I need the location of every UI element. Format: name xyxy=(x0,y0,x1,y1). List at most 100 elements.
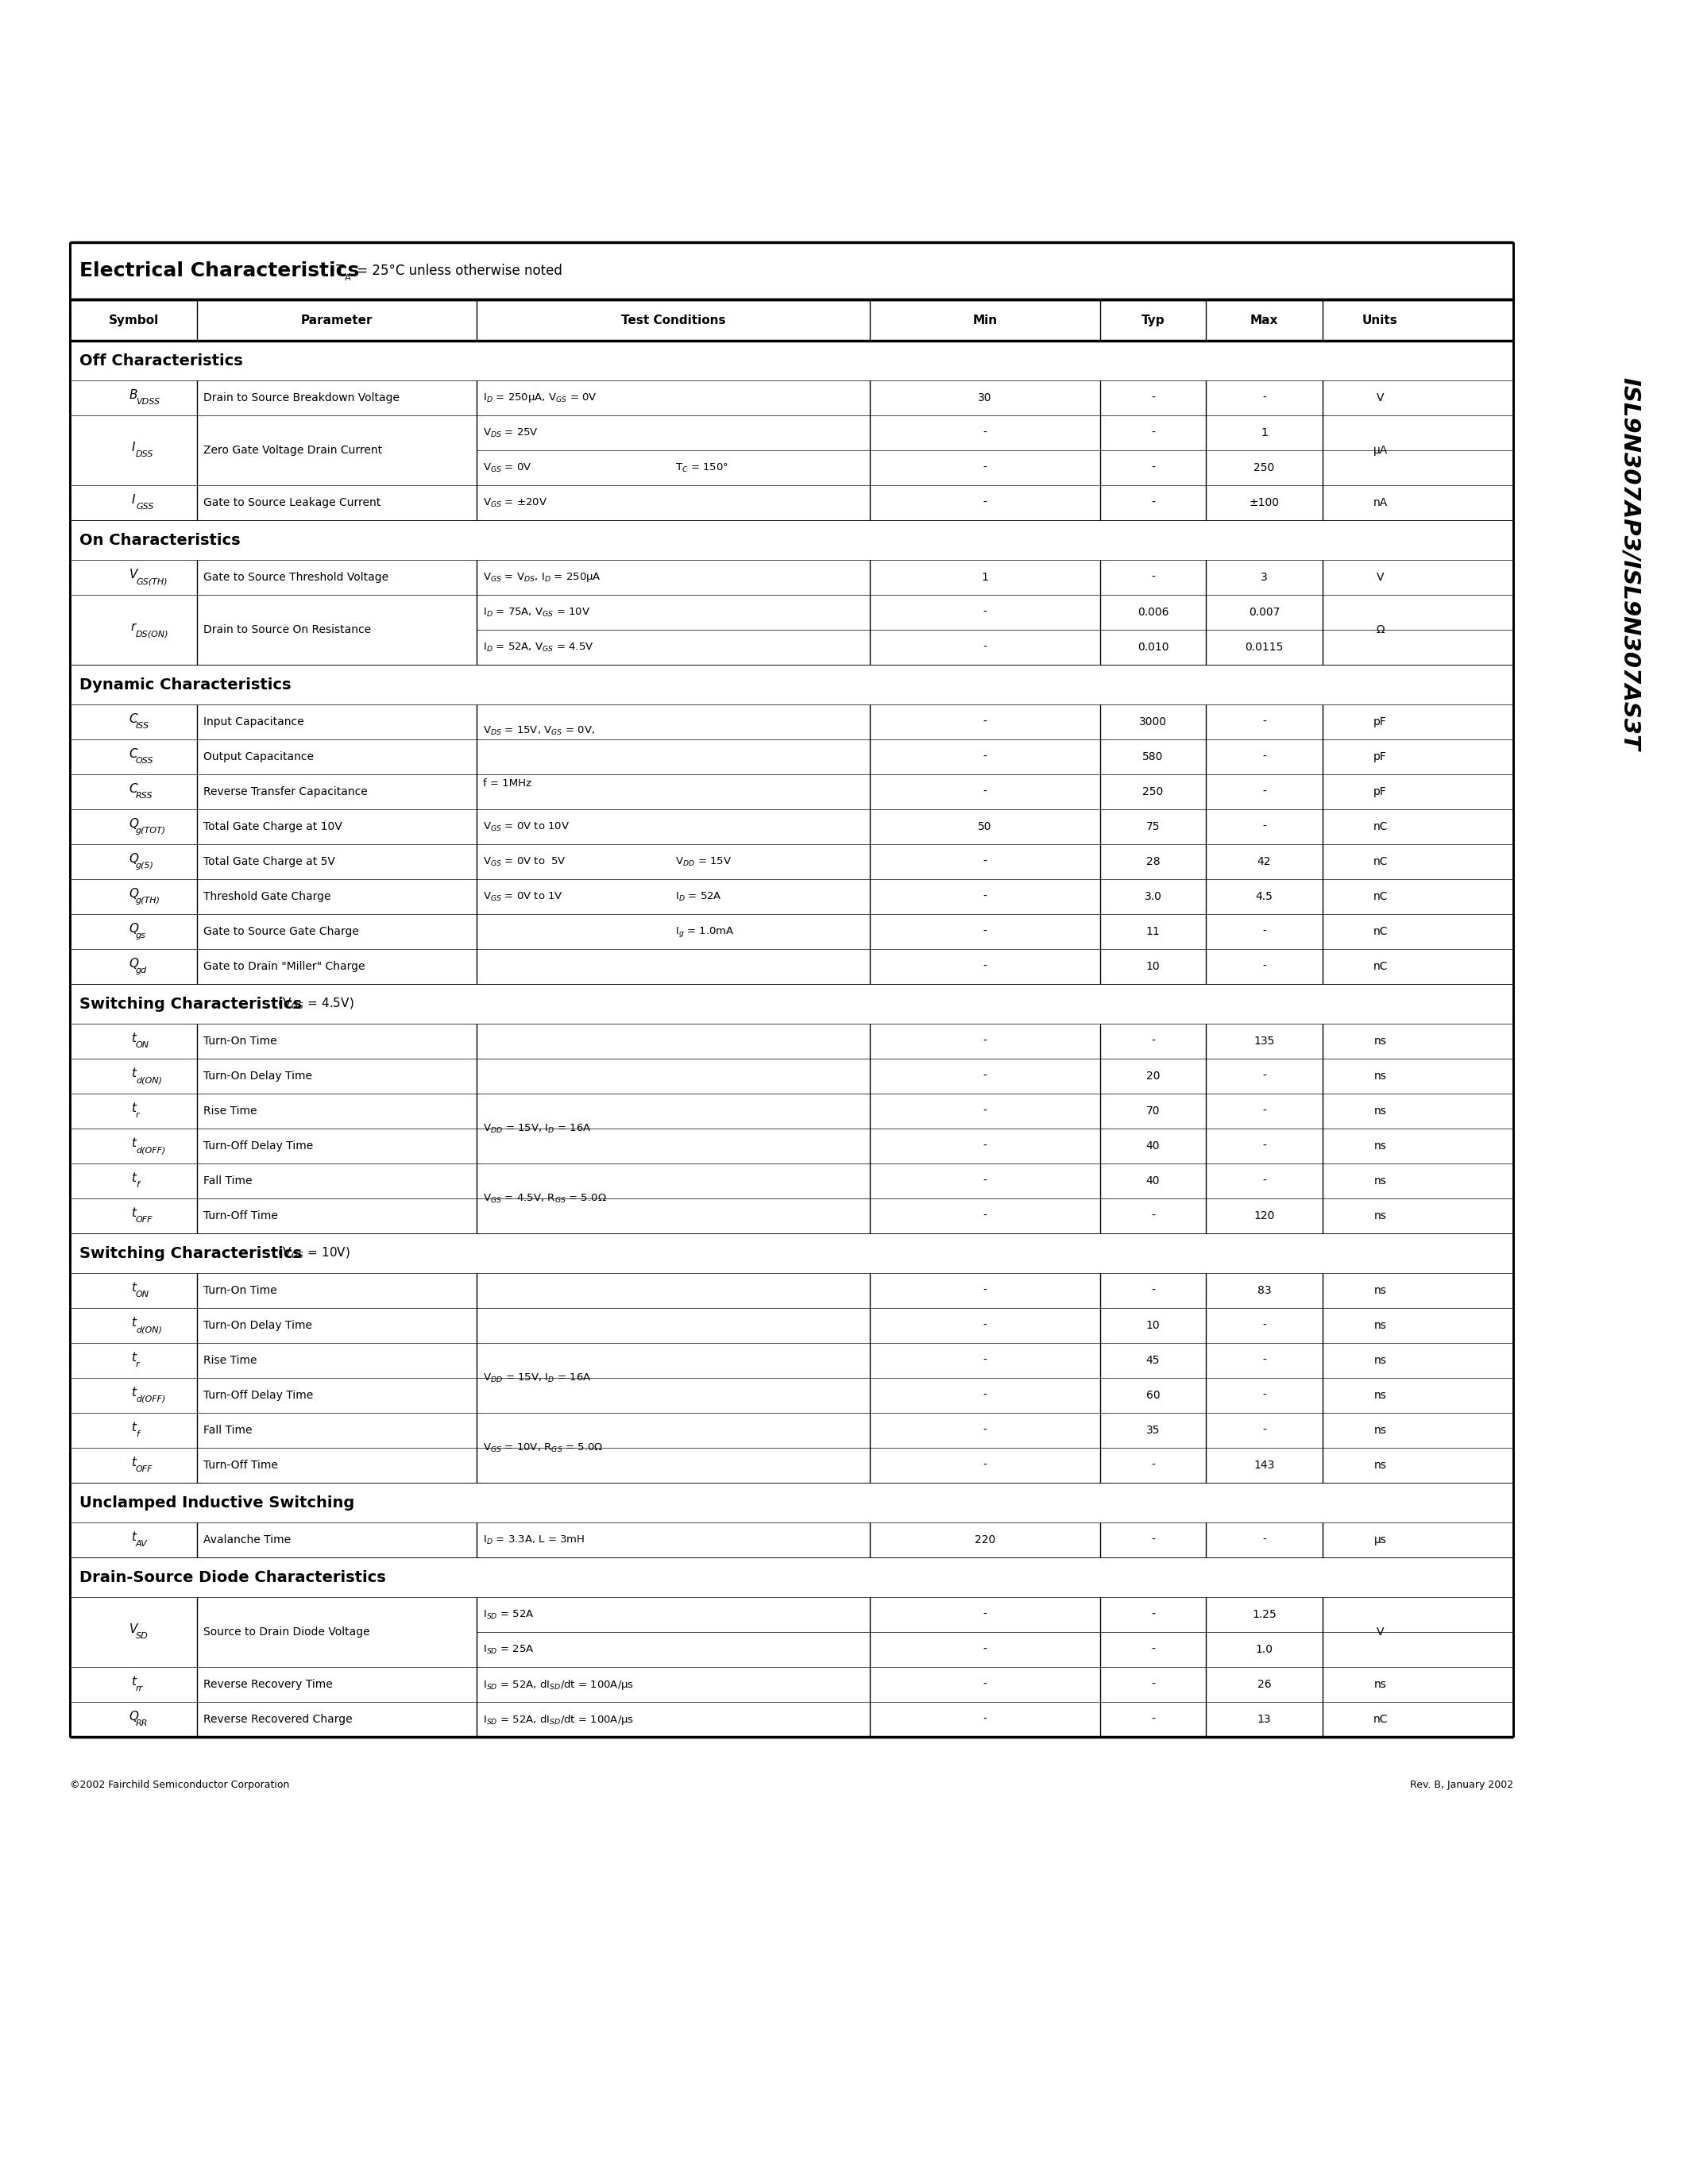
Text: Rev. B, January 2002: Rev. B, January 2002 xyxy=(1409,1780,1512,1789)
Text: Turn-On Time: Turn-On Time xyxy=(203,1035,277,1046)
Text: gs: gs xyxy=(135,933,147,939)
Text: t: t xyxy=(132,1352,135,1363)
Text: 1.25: 1.25 xyxy=(1252,1610,1276,1621)
Text: -: - xyxy=(982,1175,987,1186)
Text: Q: Q xyxy=(128,922,138,935)
Text: 75: 75 xyxy=(1146,821,1160,832)
Text: t: t xyxy=(132,1173,135,1184)
Text: 250: 250 xyxy=(1254,463,1274,474)
Text: V$_{DD}$ = 15V, I$_D$ = 16A: V$_{DD}$ = 15V, I$_D$ = 16A xyxy=(483,1123,591,1133)
Text: 250: 250 xyxy=(1143,786,1163,797)
Text: t: t xyxy=(132,1675,135,1688)
Text: 20: 20 xyxy=(1146,1070,1160,1081)
Text: -: - xyxy=(982,1210,987,1221)
Text: Total Gate Charge at 5V: Total Gate Charge at 5V xyxy=(203,856,336,867)
Text: V$_{GS}$ = 4.5V, R$_{GS}$ = 5.0Ω: V$_{GS}$ = 4.5V, R$_{GS}$ = 5.0Ω xyxy=(483,1192,606,1203)
Text: -: - xyxy=(982,891,987,902)
Text: Q: Q xyxy=(128,957,138,970)
Text: T$_C$ = 150°: T$_C$ = 150° xyxy=(675,461,729,474)
Text: Parameter: Parameter xyxy=(300,314,373,325)
Text: Gate to Drain "Miller" Charge: Gate to Drain "Miller" Charge xyxy=(203,961,365,972)
Text: Fall Time: Fall Time xyxy=(203,1175,252,1186)
Text: V: V xyxy=(130,568,138,581)
Text: t: t xyxy=(132,1531,135,1542)
Text: I$_{SD}$ = 52A, dI$_{SD}$/dt = 100A/μs: I$_{SD}$ = 52A, dI$_{SD}$/dt = 100A/μs xyxy=(483,1677,635,1690)
Text: -: - xyxy=(1263,1175,1266,1186)
Text: Electrical Characteristics: Electrical Characteristics xyxy=(79,262,360,280)
Text: V$_{GS}$ = ±20V: V$_{GS}$ = ±20V xyxy=(483,496,547,509)
Text: Ω: Ω xyxy=(1376,625,1384,636)
Text: 3: 3 xyxy=(1261,572,1268,583)
Text: Rise Time: Rise Time xyxy=(203,1354,257,1365)
Text: C: C xyxy=(130,782,138,795)
Text: -: - xyxy=(982,1459,987,1470)
Text: V$_{GS}$ = 0V: V$_{GS}$ = 0V xyxy=(483,461,532,474)
Text: Q: Q xyxy=(128,887,138,900)
Text: -: - xyxy=(1151,1610,1155,1621)
Text: -: - xyxy=(982,961,987,972)
Text: -: - xyxy=(1263,751,1266,762)
Text: -: - xyxy=(1263,926,1266,937)
Text: ns: ns xyxy=(1374,1319,1386,1330)
Text: Total Gate Charge at 10V: Total Gate Charge at 10V xyxy=(203,821,343,832)
Text: RSS: RSS xyxy=(135,793,154,799)
Text: -: - xyxy=(982,1105,987,1116)
Text: -: - xyxy=(982,1140,987,1151)
Text: 40: 40 xyxy=(1146,1140,1160,1151)
Text: DSS: DSS xyxy=(135,450,154,459)
Text: t: t xyxy=(132,1138,135,1149)
Text: Gate to Source Threshold Voltage: Gate to Source Threshold Voltage xyxy=(203,572,388,583)
Text: d(OFF): d(OFF) xyxy=(135,1147,165,1153)
Text: -: - xyxy=(982,1389,987,1400)
Text: 1.0: 1.0 xyxy=(1256,1645,1273,1655)
Text: V$_{DS}$ = 15V, V$_{GS}$ = 0V,: V$_{DS}$ = 15V, V$_{GS}$ = 0V, xyxy=(483,725,594,736)
Text: GSS: GSS xyxy=(135,502,154,511)
Text: I$_D$ = 52A: I$_D$ = 52A xyxy=(675,891,722,902)
Text: 10: 10 xyxy=(1146,961,1160,972)
Text: I$_{SD}$ = 52A, dI$_{SD}$/dt = 100A/μs: I$_{SD}$ = 52A, dI$_{SD}$/dt = 100A/μs xyxy=(483,1712,635,1725)
Text: 0.010: 0.010 xyxy=(1138,642,1168,653)
Text: Turn-Off Time: Turn-Off Time xyxy=(203,1210,279,1221)
Text: -: - xyxy=(1263,821,1266,832)
Text: -: - xyxy=(982,1645,987,1655)
Text: -: - xyxy=(1151,1284,1155,1295)
Text: DS(ON): DS(ON) xyxy=(135,629,169,638)
Text: -: - xyxy=(1263,1389,1266,1400)
Text: Unclamped Inductive Switching: Unclamped Inductive Switching xyxy=(79,1496,354,1509)
Text: ns: ns xyxy=(1374,1035,1386,1046)
Text: -: - xyxy=(1263,1140,1266,1151)
Text: -: - xyxy=(982,1319,987,1330)
Text: B: B xyxy=(130,389,138,400)
Text: C: C xyxy=(130,747,138,760)
Text: OSS: OSS xyxy=(135,758,154,764)
Text: I: I xyxy=(132,441,135,452)
Text: -: - xyxy=(982,751,987,762)
Text: t: t xyxy=(132,1387,135,1398)
Text: μs: μs xyxy=(1374,1535,1386,1546)
Text: -: - xyxy=(1151,1645,1155,1655)
Text: VDSS: VDSS xyxy=(135,397,160,406)
Text: -: - xyxy=(982,1679,987,1690)
Text: -: - xyxy=(1151,1035,1155,1046)
Text: Switching Characteristics: Switching Characteristics xyxy=(79,996,302,1011)
Text: ns: ns xyxy=(1374,1210,1386,1221)
Text: Q: Q xyxy=(128,852,138,865)
Text: V: V xyxy=(1376,1627,1384,1638)
Text: 50: 50 xyxy=(977,821,993,832)
Text: pF: pF xyxy=(1374,716,1388,727)
Text: 42: 42 xyxy=(1258,856,1271,867)
Text: I$_D$ = 52A, V$_{GS}$ = 4.5V: I$_D$ = 52A, V$_{GS}$ = 4.5V xyxy=(483,642,594,653)
Text: 28: 28 xyxy=(1146,856,1160,867)
Text: Symbol: Symbol xyxy=(108,314,159,325)
Text: T: T xyxy=(333,264,344,277)
Text: -: - xyxy=(1151,1679,1155,1690)
Text: V$_{DS}$ = 25V: V$_{DS}$ = 25V xyxy=(483,426,538,439)
Text: I$_D$ = 75A, V$_{GS}$ = 10V: I$_D$ = 75A, V$_{GS}$ = 10V xyxy=(483,607,591,618)
Text: -: - xyxy=(1151,1459,1155,1470)
Text: 40: 40 xyxy=(1146,1175,1160,1186)
Text: -: - xyxy=(982,1714,987,1725)
Text: -: - xyxy=(1263,1424,1266,1435)
Text: t: t xyxy=(132,1208,135,1219)
Text: V$_{GS}$ = V$_{DS}$, I$_D$ = 250μA: V$_{GS}$ = V$_{DS}$, I$_D$ = 250μA xyxy=(483,570,601,583)
Text: 83: 83 xyxy=(1258,1284,1271,1295)
